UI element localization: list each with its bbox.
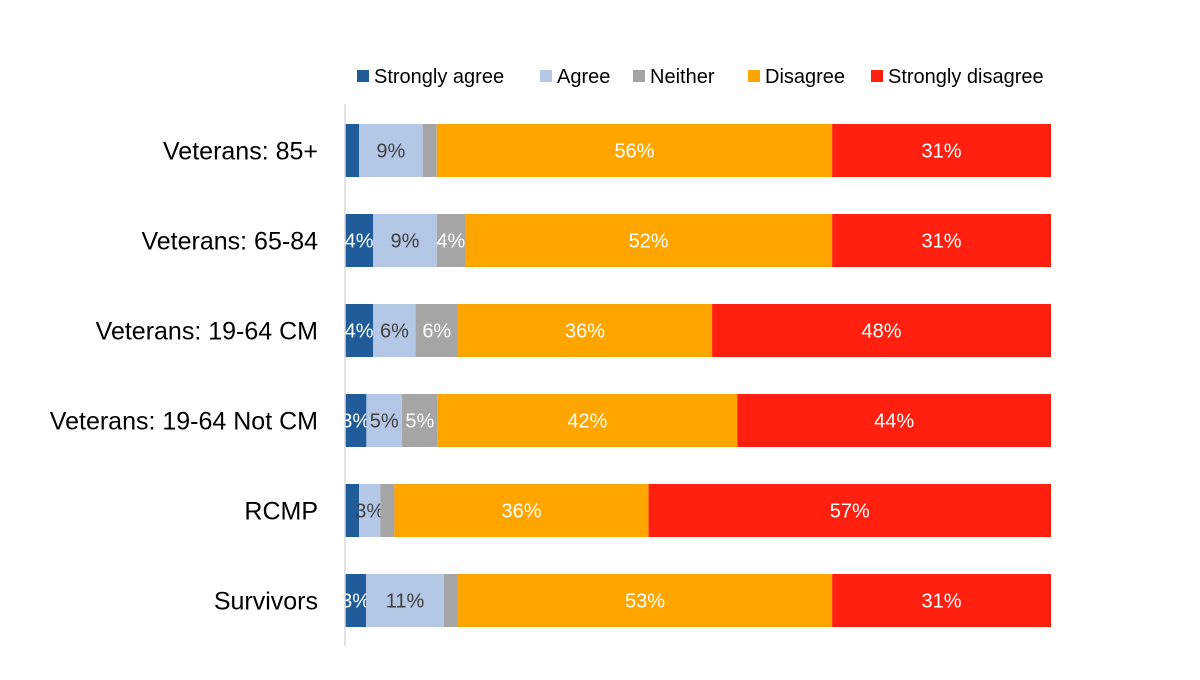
data-label-agree-veterans-19-64-not-cm: 5% xyxy=(370,411,399,433)
bar-neither-veterans-85 xyxy=(422,124,437,177)
legend-label-strongly-disagree: Strongly disagree xyxy=(888,66,1044,88)
bar-disagree-rcmp xyxy=(394,484,649,537)
data-label-neither-veterans-19-64-cm: 6% xyxy=(422,321,451,343)
bar-strongly-agree-veterans-19-64-not-cm xyxy=(345,394,367,447)
bar-strongly-disagree-rcmp xyxy=(648,484,1051,537)
bar-disagree-veterans-19-64-not-cm xyxy=(437,394,738,447)
bar-row-rcmp: 3% 36% 57% xyxy=(345,484,1051,537)
bar-strongly-disagree-veterans-65-84 xyxy=(832,214,1051,267)
category-label-veterans-85: Veterans: 85+ xyxy=(163,138,318,166)
bar-strongly-agree-rcmp xyxy=(345,484,360,537)
bar-neither-rcmp xyxy=(380,484,395,537)
data-label-agree-veterans-85: 9% xyxy=(376,141,405,163)
bar-neither-veterans-19-64-cm xyxy=(415,304,458,357)
category-label-veterans-19-64-not-cm: Veterans: 19-64 Not CM xyxy=(50,408,318,436)
bar-strongly-agree-survivors xyxy=(345,574,367,627)
data-label-strongly-agree-survivors: 3% xyxy=(341,591,370,613)
legend-swatch-neither xyxy=(633,70,645,82)
data-label-strongly-disagree-survivors: 31% xyxy=(922,591,962,613)
data-label-agree-rcmp: 3% xyxy=(355,501,384,523)
bar-agree-veterans-19-64-cm xyxy=(373,304,416,357)
bar-neither-veterans-65-84 xyxy=(436,214,466,267)
legend-item-strongly-agree: Strongly agree xyxy=(357,66,504,88)
data-label-strongly-disagree-veterans-85: 31% xyxy=(922,141,962,163)
bar-agree-rcmp xyxy=(359,484,381,537)
bar-strongly-agree-veterans-85 xyxy=(345,124,360,177)
category-label-veterans-19-64-cm: Veterans: 19-64 CM xyxy=(96,318,318,346)
bar-disagree-veterans-19-64-cm xyxy=(457,304,713,357)
bar-row-veterans-19-64-not-cm: 3% 5% 5% 42% 44% xyxy=(341,394,1051,447)
bar-strongly-disagree-veterans-85 xyxy=(832,124,1051,177)
data-label-disagree-veterans-85: 56% xyxy=(614,141,654,163)
bar-strongly-agree-veterans-65-84 xyxy=(345,214,374,267)
legend-swatch-strongly-agree xyxy=(357,70,369,82)
data-label-agree-veterans-19-64-cm: 6% xyxy=(380,321,409,343)
data-label-disagree-rcmp: 36% xyxy=(501,501,541,523)
data-label-strongly-agree-veterans-19-64-not-cm: 3% xyxy=(341,411,370,433)
data-label-strongly-disagree-veterans-19-64-cm: 48% xyxy=(862,321,902,343)
bar-disagree-veterans-65-84 xyxy=(465,214,833,267)
legend-item-disagree: Disagree xyxy=(748,66,845,88)
data-label-disagree-veterans-65-84: 52% xyxy=(629,231,669,253)
bar-row-veterans-85: 9% 56% 31% xyxy=(345,124,1051,177)
legend-label-neither: Neither xyxy=(650,66,715,88)
data-label-disagree-survivors: 53% xyxy=(625,591,665,613)
bar-neither-veterans-19-64-not-cm xyxy=(402,394,438,447)
bar-row-veterans-19-64-cm: 4% 6% 6% 36% 48% xyxy=(345,304,1051,357)
bar-disagree-veterans-85 xyxy=(436,124,833,177)
legend-label-strongly-agree: Strongly agree xyxy=(374,66,504,88)
legend-swatch-strongly-disagree xyxy=(871,70,883,82)
data-label-strongly-agree-veterans-19-64-cm: 4% xyxy=(345,321,374,343)
legend-label-agree: Agree xyxy=(557,66,610,88)
data-label-strongly-agree-veterans-65-84: 4% xyxy=(345,231,374,253)
data-label-agree-veterans-65-84: 9% xyxy=(391,231,420,253)
legend-item-neither: Neither xyxy=(633,66,715,88)
bar-agree-survivors xyxy=(366,574,444,627)
bar-disagree-survivors xyxy=(457,574,833,627)
legend: Strongly agree Agree Neither Disagree Strong… xyxy=(357,66,1044,88)
legend-item-strongly-disagree: Strongly disagree xyxy=(871,66,1044,88)
data-label-disagree-veterans-19-64-not-cm: 42% xyxy=(567,411,607,433)
data-label-agree-survivors: 11% xyxy=(386,591,425,613)
bar-strongly-disagree-survivors xyxy=(832,574,1051,627)
legend-swatch-agree xyxy=(540,70,552,82)
legend-swatch-disagree xyxy=(748,70,760,82)
category-label-rcmp: RCMP xyxy=(244,498,318,526)
data-label-strongly-disagree-veterans-65-84: 31% xyxy=(922,231,962,253)
bar-strongly-disagree-veterans-19-64-cm xyxy=(712,304,1051,357)
data-label-strongly-disagree-rcmp: 57% xyxy=(830,501,870,523)
bar-agree-veterans-19-64-not-cm xyxy=(366,394,403,447)
data-label-disagree-veterans-19-64-cm: 36% xyxy=(565,321,605,343)
category-axis-labels: Veterans: 85+ Veterans: 65-84 Veterans: 19… xyxy=(50,138,318,616)
bar-row-veterans-65-84: 4% 9% 4% 52% 31% xyxy=(345,214,1051,267)
bar-row-survivors: 3% 11% 53% 31% xyxy=(341,574,1051,627)
bar-neither-survivors xyxy=(443,574,458,627)
category-label-survivors: Survivors xyxy=(214,588,318,616)
category-label-veterans-65-84: Veterans: 65-84 xyxy=(141,228,318,256)
data-label-neither-veterans-19-64-not-cm: 5% xyxy=(405,411,434,433)
bar-strongly-disagree-veterans-19-64-not-cm xyxy=(737,394,1051,447)
data-label-neither-veterans-65-84: 4% xyxy=(436,231,465,253)
legend-label-disagree: Disagree xyxy=(765,66,845,88)
plot-area: 9% 56% 31%4% 9% 4% 52% 31%4% 6% 6% 36% 48%3% 5% 5% 42… xyxy=(341,124,1051,627)
legend-item-agree: Agree xyxy=(540,66,610,88)
bar-agree-veterans-85 xyxy=(359,124,423,177)
bar-agree-veterans-65-84 xyxy=(373,214,437,267)
data-label-strongly-disagree-veterans-19-64-not-cm: 44% xyxy=(874,411,914,433)
bar-strongly-agree-veterans-19-64-cm xyxy=(345,304,374,357)
